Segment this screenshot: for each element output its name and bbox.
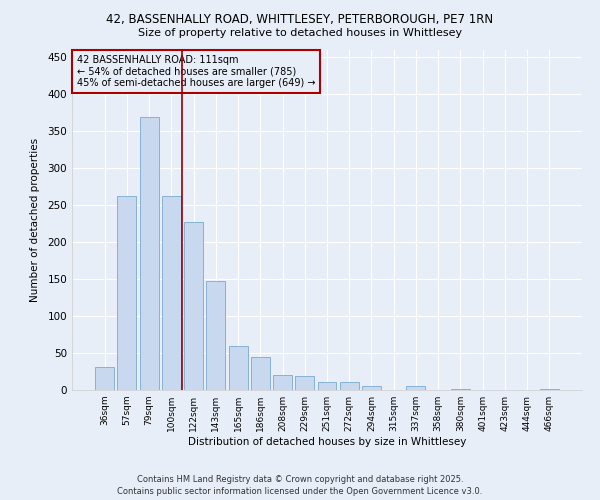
Bar: [317, 382, 337, 390]
Bar: [184, 222, 203, 390]
Text: 42, BASSENHALLY ROAD, WHITTLESEY, PETERBOROUGH, PE7 1RN: 42, BASSENHALLY ROAD, WHITTLESEY, PETERB…: [106, 12, 494, 26]
Y-axis label: Number of detached properties: Number of detached properties: [31, 138, 40, 302]
Bar: [406, 386, 425, 390]
Bar: [162, 196, 181, 390]
Bar: [295, 376, 314, 390]
Bar: [273, 375, 292, 390]
Text: Size of property relative to detached houses in Whittlesey: Size of property relative to detached ho…: [138, 28, 462, 38]
Bar: [140, 118, 158, 390]
Text: Contains HM Land Registry data © Crown copyright and database right 2025.
Contai: Contains HM Land Registry data © Crown c…: [118, 474, 482, 496]
Bar: [118, 196, 136, 390]
Bar: [206, 280, 225, 390]
Bar: [229, 346, 248, 390]
Bar: [251, 356, 270, 390]
X-axis label: Distribution of detached houses by size in Whittlesey: Distribution of detached houses by size …: [188, 437, 466, 447]
Bar: [340, 382, 359, 390]
Bar: [362, 386, 381, 390]
Text: 42 BASSENHALLY ROAD: 111sqm
← 54% of detached houses are smaller (785)
45% of se: 42 BASSENHALLY ROAD: 111sqm ← 54% of det…: [77, 55, 316, 88]
Bar: [95, 367, 114, 390]
